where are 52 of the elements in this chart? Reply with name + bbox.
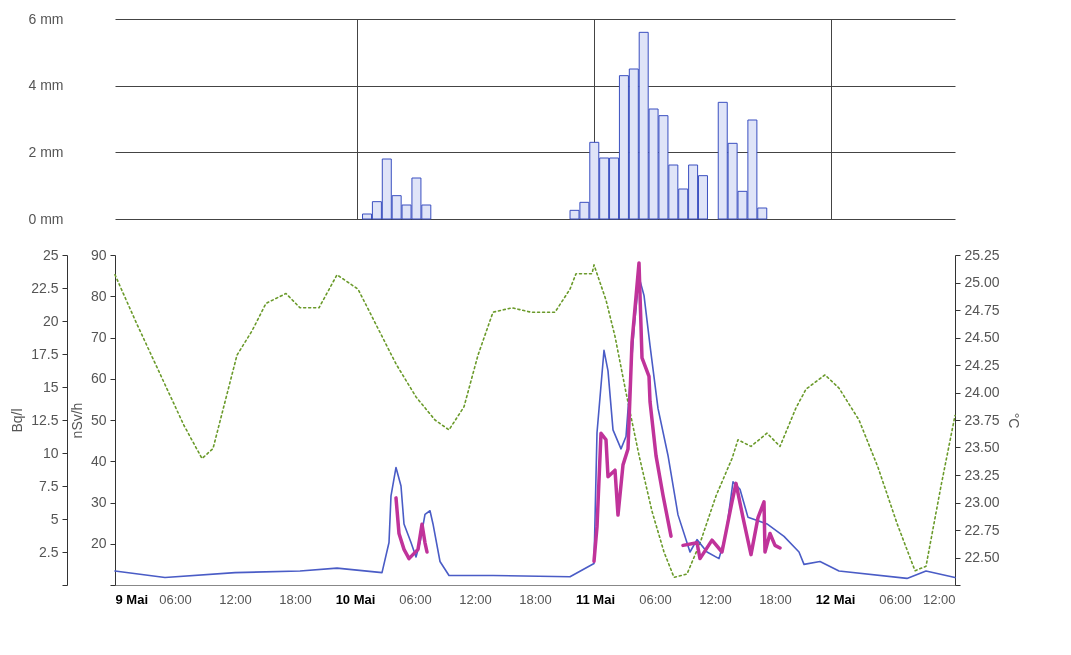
y2-tick-label: 24.50 bbox=[964, 329, 1000, 345]
x-tick-label: 12:00 bbox=[459, 591, 492, 607]
y-tick-label: 22.5 bbox=[31, 279, 59, 296]
y3-tick-label: 20 bbox=[90, 535, 107, 552]
x-tick-label: 06:00 bbox=[159, 591, 192, 607]
y3-tick-label: 80 bbox=[90, 287, 107, 304]
y-tick-label: 7.5 bbox=[39, 477, 59, 494]
y2-tick-label: 23.00 bbox=[964, 494, 1000, 510]
x-tick-label: 18:00 bbox=[759, 591, 792, 607]
y2-tick-label: 23.50 bbox=[964, 439, 1000, 455]
y3-tick-label: 50 bbox=[90, 411, 107, 428]
y2-tick-label: 23.75 bbox=[964, 411, 1000, 428]
y-tick-label: 2.5 bbox=[39, 543, 59, 560]
y2-tick-label: 24.75 bbox=[964, 301, 1000, 318]
y-tick-label: 4 mm bbox=[28, 77, 64, 94]
x-tick-label: 12:00 bbox=[219, 591, 252, 607]
y3-tick-label: 30 bbox=[90, 494, 107, 510]
y2-tick-label: 22.75 bbox=[964, 521, 1000, 538]
y-tick-label: 25 bbox=[42, 246, 59, 263]
y-tick-label: 2 mm bbox=[28, 143, 64, 160]
x-tick-label: 06:00 bbox=[639, 591, 672, 607]
x-tick-label: 12:00 bbox=[699, 591, 732, 607]
y3-tick-label: 90 bbox=[90, 246, 107, 263]
x-tick-label: 12 Mai bbox=[815, 591, 856, 607]
y3-axis-title: nSv/h bbox=[68, 402, 85, 439]
y3-tick-label: 60 bbox=[90, 370, 107, 387]
y-tick-label: 15 bbox=[42, 378, 59, 395]
y2-tick-label: 25.00 bbox=[964, 274, 1000, 290]
x-tick-label: 11 Mai bbox=[575, 591, 616, 607]
y-tick-label: 6 mm bbox=[28, 10, 64, 27]
y-tick-label: 17.5 bbox=[31, 345, 59, 362]
y2-tick-label: 25.25 bbox=[964, 246, 1000, 263]
x-tick-label: 18:00 bbox=[279, 591, 312, 607]
y-tick-label: 12.5 bbox=[31, 411, 59, 428]
y-axis-title: Bq/l bbox=[9, 408, 26, 433]
x-tick-label: 18:00 bbox=[519, 591, 552, 607]
y2-tick-label: 23.25 bbox=[964, 466, 1000, 483]
y-tick-label: 0 mm bbox=[28, 210, 64, 227]
x-tick-label: 10 Mai bbox=[335, 591, 376, 607]
x-tick-label: 12:00 bbox=[922, 591, 956, 607]
y-tick-label: 20 bbox=[42, 312, 59, 329]
y-tick-label: 10 bbox=[42, 444, 59, 461]
y2-axis-title: °C bbox=[1005, 412, 1022, 429]
y3-tick-label: 70 bbox=[90, 329, 107, 345]
y3-tick-label: 40 bbox=[90, 452, 107, 469]
x-tick-label: 9 Mai bbox=[115, 591, 149, 607]
x-tick-label: 06:00 bbox=[879, 591, 912, 607]
x-tick-label: 06:00 bbox=[399, 591, 432, 607]
y2-tick-label: 22.50 bbox=[964, 549, 1000, 565]
y2-tick-label: 24.25 bbox=[964, 356, 1000, 373]
y2-tick-label: 24.00 bbox=[964, 384, 1000, 400]
y-tick-label: 5 bbox=[50, 510, 59, 527]
